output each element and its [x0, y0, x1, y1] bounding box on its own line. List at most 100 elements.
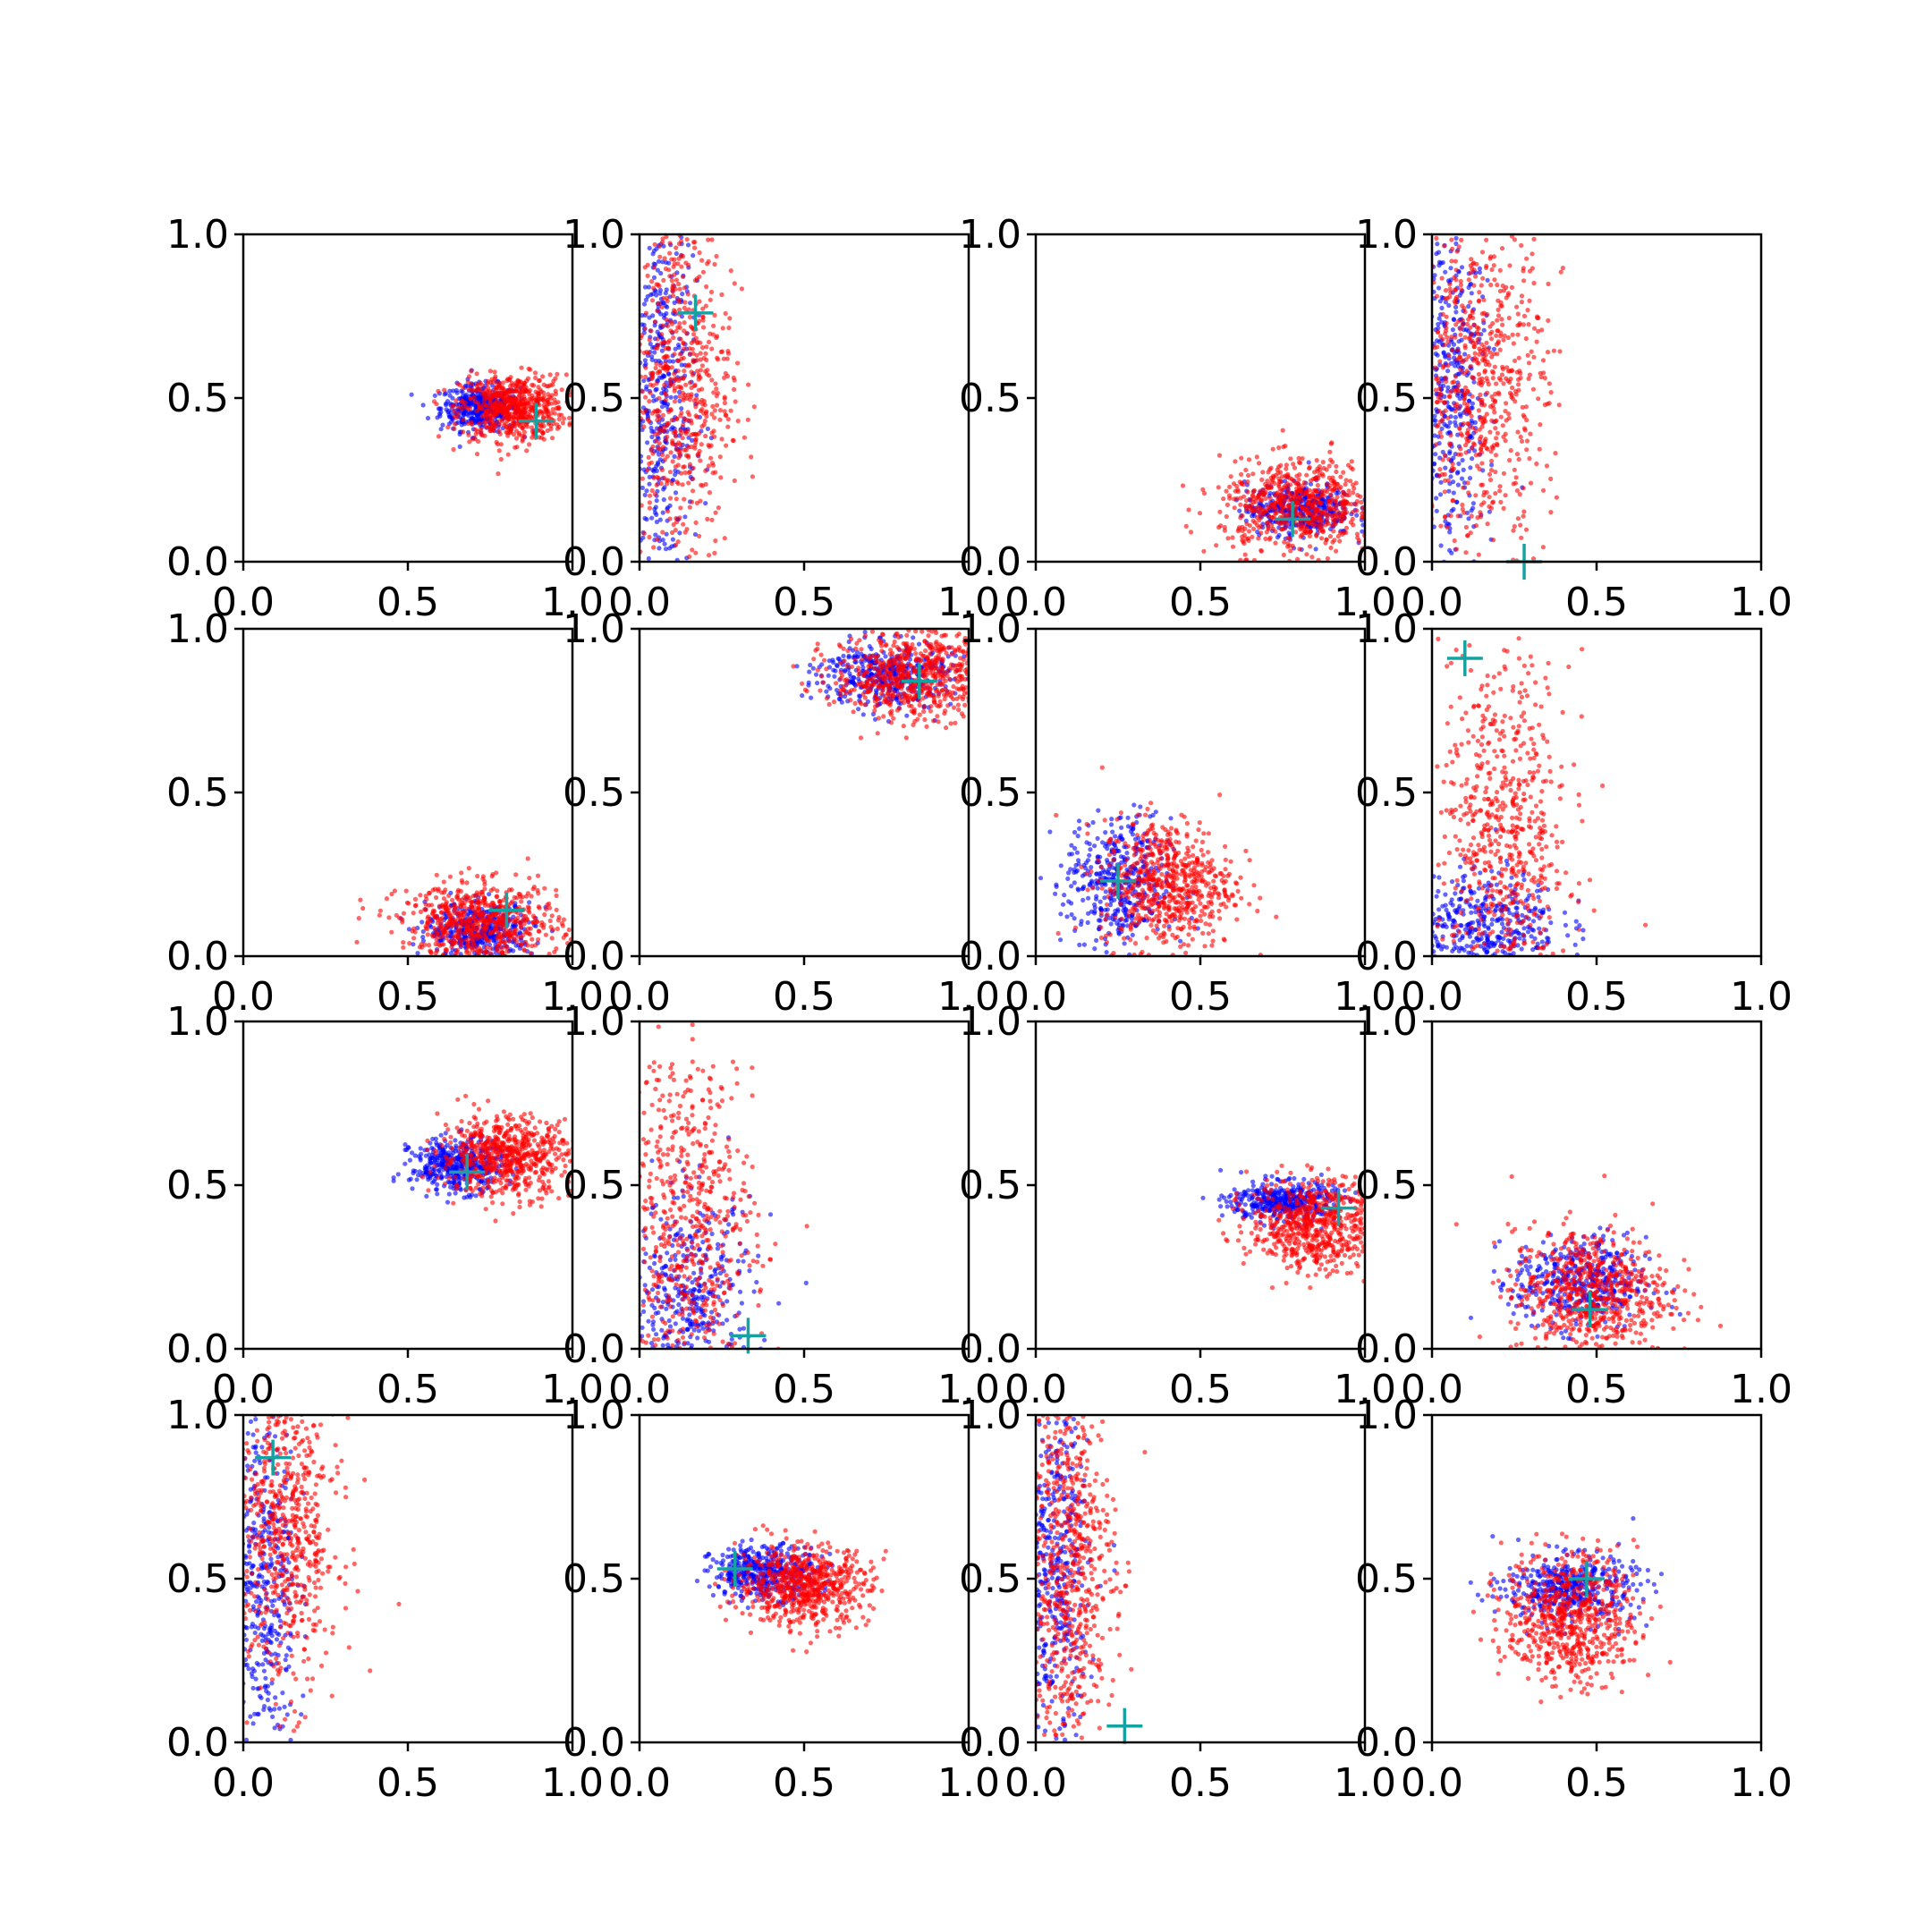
- red-point: [521, 429, 528, 435]
- blue-point: [649, 354, 655, 360]
- red-point: [1491, 538, 1496, 543]
- red-point: [706, 443, 711, 448]
- blue-point: [645, 440, 650, 445]
- red-point: [1487, 429, 1493, 435]
- red-point: [1507, 379, 1513, 385]
- red-point: [1537, 446, 1542, 452]
- red-point: [1479, 502, 1484, 507]
- red-point: [1488, 468, 1495, 473]
- red-point: [1286, 536, 1292, 541]
- red-point: [1514, 369, 1520, 375]
- red-point: [1496, 307, 1501, 312]
- red-point: [1442, 243, 1447, 249]
- red-point: [1458, 332, 1463, 337]
- red-point: [1507, 457, 1513, 463]
- red-point: [1453, 335, 1458, 340]
- red-point: [1478, 417, 1483, 422]
- red-point: [712, 408, 717, 413]
- red-point: [1460, 318, 1465, 324]
- red-point: [1521, 278, 1527, 284]
- red-point: [547, 372, 553, 377]
- red-point: [490, 423, 496, 429]
- red-point: [1480, 275, 1486, 281]
- red-point: [513, 414, 519, 419]
- red-point: [1493, 419, 1498, 424]
- red-point: [1180, 483, 1186, 488]
- red-point: [675, 369, 681, 374]
- red-point: [673, 528, 678, 533]
- blue-point: [642, 492, 648, 498]
- red-point: [1470, 375, 1475, 380]
- red-point: [641, 424, 647, 429]
- red-point: [750, 474, 756, 479]
- red-point: [1256, 504, 1262, 510]
- red-point: [706, 463, 712, 469]
- blue-point: [1459, 337, 1464, 343]
- red-point: [1343, 481, 1348, 487]
- red-point: [1487, 256, 1493, 261]
- red-point: [1462, 385, 1469, 390]
- red-point: [1317, 515, 1322, 521]
- red-point: [1460, 323, 1465, 328]
- red-point: [732, 281, 737, 286]
- red-point: [1256, 536, 1261, 541]
- red-point: [1276, 445, 1282, 451]
- red-point: [496, 391, 502, 396]
- red-point: [700, 269, 707, 275]
- red-point: [693, 436, 699, 442]
- red-point: [703, 351, 708, 356]
- red-point: [1328, 500, 1334, 505]
- blue-point: [1462, 327, 1467, 333]
- red-point: [1354, 508, 1360, 513]
- red-point: [665, 420, 670, 426]
- red-point: [682, 328, 687, 334]
- red-point: [1243, 498, 1250, 504]
- red-point: [1333, 498, 1339, 504]
- red-point: [749, 454, 754, 460]
- red-point: [1545, 402, 1550, 407]
- red-point: [1511, 341, 1516, 346]
- red-point: [555, 371, 560, 377]
- red-point: [1458, 446, 1463, 452]
- red-point: [509, 396, 514, 402]
- blue-point: [659, 404, 665, 410]
- red-point: [694, 500, 700, 506]
- red-point: [692, 445, 698, 451]
- blue-point: [1446, 488, 1452, 494]
- red-point: [682, 300, 688, 305]
- red-point: [1465, 402, 1470, 407]
- red-point: [1516, 355, 1521, 360]
- red-point: [660, 240, 665, 245]
- blue-point: [1467, 476, 1473, 481]
- red-point: [648, 390, 653, 395]
- red-point: [713, 538, 718, 544]
- red-point: [1513, 475, 1519, 480]
- red-point: [665, 340, 671, 345]
- red-point: [1217, 509, 1223, 514]
- blue-point: [685, 242, 691, 248]
- red-point: [1303, 530, 1309, 536]
- red-point: [667, 496, 674, 501]
- x-tick-label: 1.0: [1334, 580, 1396, 625]
- blue-point: [657, 517, 663, 522]
- y-tick-label: 0.0: [1355, 539, 1418, 585]
- red-point: [1540, 545, 1546, 550]
- red-point: [699, 442, 704, 447]
- red-point: [1326, 504, 1332, 510]
- red-point: [564, 399, 570, 404]
- red-point: [724, 356, 730, 361]
- blue-point: [647, 245, 652, 250]
- blue-point: [674, 250, 679, 257]
- red-point: [708, 289, 715, 295]
- red-point: [525, 856, 530, 861]
- red-point: [1314, 457, 1319, 463]
- red-point: [392, 888, 397, 894]
- x-tick-label: 0.5: [1169, 580, 1232, 625]
- red-point: [1544, 463, 1550, 469]
- red-point: [648, 376, 655, 382]
- red-point: [660, 530, 665, 535]
- red-point: [684, 395, 690, 401]
- red-point: [1308, 529, 1313, 534]
- x-tick-label: 0.5: [773, 580, 835, 625]
- red-point: [554, 405, 559, 411]
